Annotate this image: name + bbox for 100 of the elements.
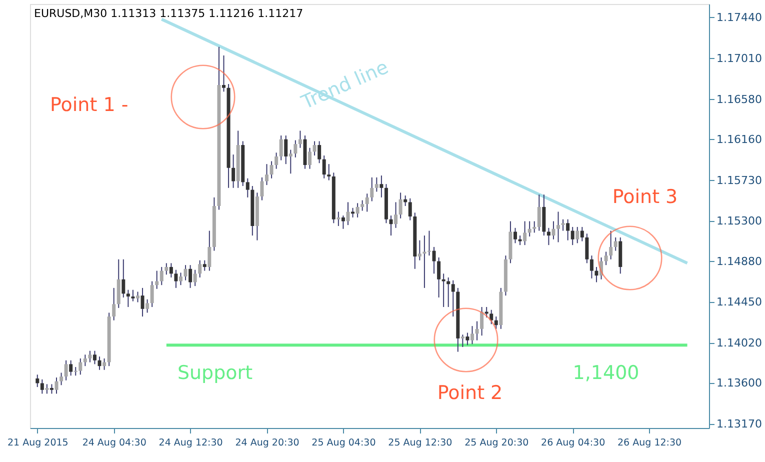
y-tick-label: 1.17440 [716, 10, 762, 24]
candlestick [288, 149, 292, 174]
candlestick [112, 287, 116, 321]
y-tick-label: 1.16160 [716, 132, 762, 146]
candlestick [356, 202, 360, 218]
candlestick [566, 218, 570, 241]
candlestick [270, 160, 274, 179]
candlestick [265, 164, 269, 186]
candlestick [394, 202, 398, 228]
candlestick [346, 202, 350, 226]
candlestick [609, 230, 613, 260]
candlestick [64, 360, 68, 381]
candlestick [422, 235, 426, 288]
candlestick [279, 134, 283, 161]
y-tick-label: 1.16580 [716, 92, 762, 106]
candlestick [83, 354, 87, 367]
candlestick [365, 193, 369, 212]
candlestick [537, 194, 541, 232]
annotation: Point 3 [612, 186, 678, 208]
candlestick [69, 360, 73, 376]
text: Trend line [297, 56, 392, 114]
candlestick [308, 147, 312, 170]
candlestick [222, 54, 226, 92]
candlestick [594, 266, 598, 283]
candlestick [418, 240, 422, 261]
candlestick [351, 207, 355, 218]
candlestick [389, 215, 393, 236]
x-tick-label: 21 Aug 2015 [7, 438, 68, 448]
candlestick [36, 374, 40, 388]
candlestick [475, 320, 479, 341]
candlestick [60, 372, 64, 386]
candlestick [232, 154, 236, 188]
candlestick [585, 233, 589, 264]
y-tick-label: 1.17010 [716, 52, 762, 65]
x-tick-label: 25 Aug 04:30 [312, 438, 376, 448]
candlestick [98, 356, 102, 370]
candlestick [460, 334, 464, 348]
candlestick [360, 200, 364, 212]
candlestick [150, 280, 154, 308]
candlestick [312, 140, 316, 156]
candlestick [260, 176, 264, 201]
y-tick-label: 1.13600 [716, 376, 762, 390]
candlestick [198, 260, 202, 278]
candlestick [370, 176, 374, 202]
candlestick [466, 332, 470, 346]
candlestick [92, 350, 96, 365]
candlestick [136, 291, 140, 303]
candlestick [327, 164, 331, 181]
candlestick [131, 289, 135, 302]
candlestick [274, 152, 278, 170]
candlestick [494, 316, 498, 330]
x-tick-label: 24 Aug 04:30 [82, 438, 146, 448]
candlestick [155, 270, 159, 290]
candlestick [470, 326, 474, 345]
candlestick [614, 236, 618, 252]
candlestick [208, 230, 212, 272]
candlestick [532, 220, 536, 234]
series-label: Support [177, 362, 253, 384]
x-tick-label: 25 Aug 20:30 [464, 438, 529, 448]
annotation: Point 1 - [50, 94, 128, 116]
candlestick [398, 192, 402, 219]
candlestick [54, 377, 58, 394]
candlestick [40, 378, 44, 394]
candlestick [45, 384, 49, 394]
candlestick [50, 384, 54, 394]
candlestick [604, 251, 608, 266]
candlestick [284, 134, 288, 165]
y-tick-label: 1.15300 [716, 214, 762, 228]
candlestick [580, 226, 584, 242]
y-tick-label: 1.14880 [716, 254, 762, 268]
candlestick [322, 154, 326, 179]
candlestick [88, 350, 92, 363]
candlestick [298, 130, 302, 148]
y-tick-label: 1.15730 [716, 174, 762, 187]
candlestick [318, 140, 322, 164]
candlestick [408, 198, 412, 221]
x-tick-label: 25 Aug 12:30 [388, 438, 452, 448]
candlestick [193, 269, 197, 287]
candlestick [140, 287, 144, 318]
x-tick-label: 24 Aug 20:30 [235, 438, 300, 448]
candlestick [561, 218, 565, 232]
candlestick [188, 264, 192, 288]
candlestick [146, 298, 150, 314]
candlestick [432, 246, 436, 274]
candlestick [552, 220, 556, 240]
candlestick [590, 255, 594, 279]
candlestick [122, 258, 126, 298]
x-tick-label: 26 Aug 12:30 [618, 438, 682, 448]
candlestick [102, 358, 106, 370]
candlestick [480, 306, 484, 336]
candlestick [169, 262, 173, 278]
candlestick [442, 273, 446, 308]
y-tick-label: 1.14450 [716, 296, 762, 309]
candlestick [490, 309, 494, 325]
candlestick [78, 358, 82, 376]
candlestick [374, 176, 378, 192]
annotation: Point 2 [437, 382, 503, 404]
candlestick [164, 262, 168, 276]
candlestick [336, 211, 340, 227]
candlestick [174, 269, 178, 288]
